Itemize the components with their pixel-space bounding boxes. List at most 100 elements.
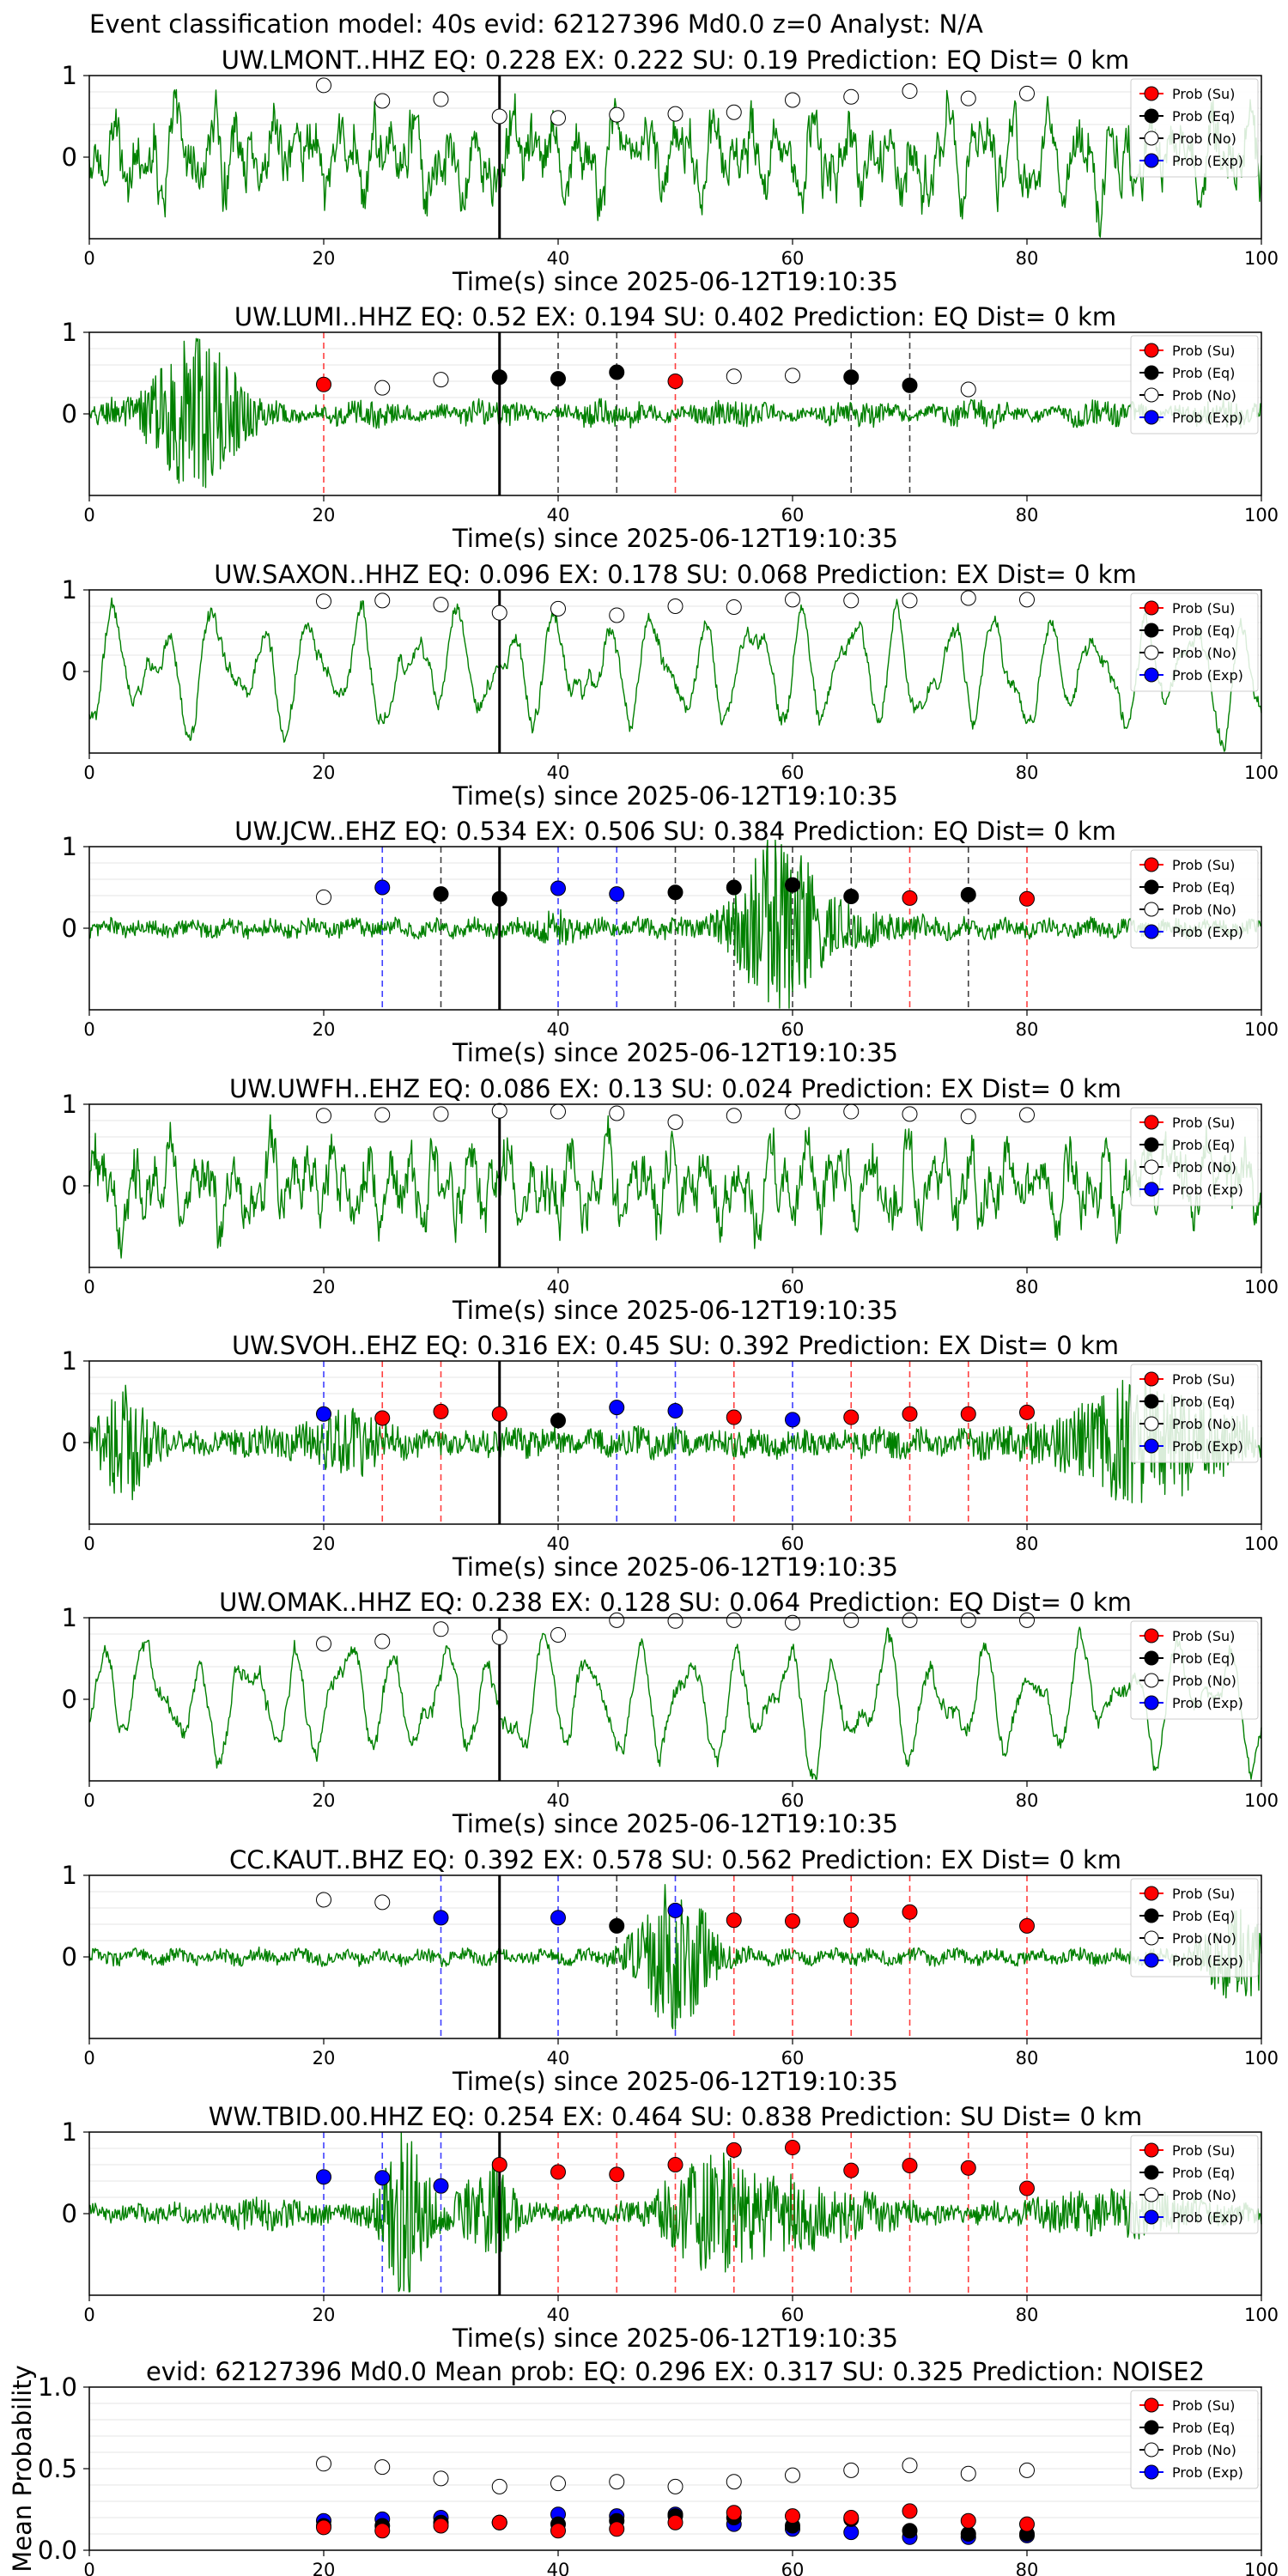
prob-no-marker (1019, 1612, 1035, 1628)
legend-marker-eq (1144, 2420, 1159, 2435)
prob-no-marker (374, 592, 391, 609)
prob-no-marker (374, 380, 391, 396)
x-tick-label: 20 (313, 1277, 336, 1297)
prob-no-marker (726, 104, 742, 120)
legend-box (1130, 849, 1259, 949)
prob-eq-marker (433, 886, 449, 902)
legend-marker-exp (1144, 1438, 1159, 1454)
legend-box (1130, 2390, 1259, 2489)
legend-label-eq: Prob (Eq) (1172, 623, 1235, 639)
prob-su-marker (550, 2164, 566, 2180)
prob-no-marker (316, 889, 331, 905)
legend-label-exp: Prob (Exp) (1172, 1695, 1243, 1711)
y-tick-label: 1 (62, 1090, 77, 1119)
prob-no-marker (550, 1626, 566, 1643)
legend-label-no: Prob (No) (1172, 902, 1236, 918)
legend-box (1130, 592, 1259, 692)
waveform-trace (88, 1380, 1262, 1504)
x-axis-label: Time(s) since 2025-06-12T19:10:35 (452, 2067, 898, 2096)
prob-eq-marker (843, 888, 860, 904)
prob-exp-marker (550, 1910, 566, 1926)
station-panel-6: UW.SVOH..EHZ EQ: 0.316 EX: 0.45 SU: 0.39… (62, 1331, 1279, 1582)
x-tick-label: 100 (1244, 2048, 1279, 2069)
prob-no-marker (374, 1633, 391, 1649)
y-tick-label: 0 (62, 657, 77, 686)
x-tick-label: 60 (781, 2048, 805, 2069)
mean-prob-no-marker (491, 2478, 507, 2494)
mean-prob-no-marker (609, 2474, 625, 2490)
panel-title: UW.SVOH..EHZ EQ: 0.316 EX: 0.45 SU: 0.39… (232, 1331, 1119, 1360)
x-axis-label: Time(s) since 2025-06-12T19:10:35 (452, 524, 898, 553)
x-tick-label: 20 (313, 1790, 336, 1811)
prob-no-marker (550, 600, 566, 617)
panel-title: WW.TBID.00.HHZ EQ: 0.254 EX: 0.464 SU: 0… (209, 2102, 1142, 2131)
x-tick-label: 40 (547, 762, 570, 783)
legend-marker-exp (1144, 1695, 1159, 1710)
mean-prob-no-marker (902, 2458, 918, 2474)
prob-eq-marker (667, 884, 683, 901)
legend: Prob (Su) Prob (Eq) Prob (No) Prob (Exp) (1130, 335, 1259, 434)
x-tick-label: 0 (83, 1534, 94, 1554)
waveform-trace (88, 2132, 1262, 2293)
prob-su-marker (667, 2157, 683, 2172)
prob-no-marker (609, 1612, 625, 1628)
y-tick-label: 1 (62, 1346, 77, 1376)
legend-marker-su (1144, 1371, 1159, 1387)
prob-no-marker (960, 590, 976, 606)
waveform-trace (88, 839, 1262, 1009)
waveform-trace (88, 1114, 1262, 1259)
x-tick-label: 100 (1244, 2560, 1279, 2576)
legend-marker-eq (1144, 623, 1159, 638)
panel-title: CC.KAUT..BHZ EQ: 0.392 EX: 0.578 SU: 0.5… (229, 1845, 1121, 1874)
x-tick-label: 100 (1244, 1790, 1279, 1811)
legend-box (1130, 335, 1259, 434)
prob-no-marker (491, 1103, 507, 1119)
legend-label-su: Prob (Su) (1172, 343, 1235, 359)
prob-eq-marker (726, 879, 742, 896)
x-tick-label: 60 (781, 1534, 805, 1554)
x-tick-label: 40 (547, 2048, 570, 2069)
prob-eq-marker (609, 364, 625, 380)
prob-su-marker (491, 1406, 507, 1422)
plot-frame (88, 2131, 1262, 2296)
x-axis-label: Time(s) since 2025-06-12T19:10:35 (452, 267, 898, 296)
legend-label-su: Prob (Su) (1172, 1371, 1235, 1388)
x-tick-label: 60 (781, 762, 805, 783)
legend-marker-eq (1144, 879, 1159, 895)
legend-label-exp: Prob (Exp) (1172, 2464, 1243, 2481)
legend-marker-su (1144, 2397, 1159, 2413)
x-tick-label: 40 (547, 1019, 570, 1040)
prob-no-marker (316, 1892, 331, 1908)
prob-no-marker (960, 1109, 976, 1125)
prob-eq-marker (550, 1413, 566, 1429)
legend-marker-su (1144, 86, 1159, 101)
x-tick-label: 80 (1016, 1790, 1039, 1811)
prob-eq-marker (843, 369, 860, 386)
prob-su-marker (902, 2157, 918, 2173)
x-tick-label: 60 (781, 2305, 805, 2325)
x-tick-label: 40 (547, 505, 570, 526)
mean-prob-su-marker (785, 2508, 800, 2524)
prob-no-marker (785, 592, 800, 608)
prob-exp-marker (550, 880, 566, 896)
prob-no-marker (316, 1108, 331, 1124)
prob-no-marker (960, 381, 976, 398)
x-tick-label: 0 (83, 1790, 94, 1811)
x-axis-label: Time(s) since 2025-06-12T19:10:35 (452, 1809, 898, 1838)
legend-label-exp: Prob (Exp) (1172, 153, 1243, 169)
plot-area (89, 1618, 1261, 1781)
legend-marker-exp (1144, 2209, 1159, 2225)
x-tick-label: 60 (781, 1277, 805, 1297)
legend-label-exp: Prob (Exp) (1172, 924, 1243, 940)
prob-su-marker (843, 1409, 860, 1425)
prob-exp-marker (316, 2169, 331, 2185)
prob-no-marker (726, 368, 742, 385)
prob-no-marker (374, 1894, 391, 1911)
prob-su-marker (1019, 890, 1035, 907)
y-tick-label: 1 (62, 575, 77, 605)
legend-label-eq: Prob (Eq) (1172, 1908, 1235, 1924)
prob-no-marker (433, 1621, 449, 1637)
x-tick-label: 20 (313, 2560, 336, 2576)
prob-no-marker (726, 1612, 742, 1628)
legend-box (1130, 78, 1259, 178)
